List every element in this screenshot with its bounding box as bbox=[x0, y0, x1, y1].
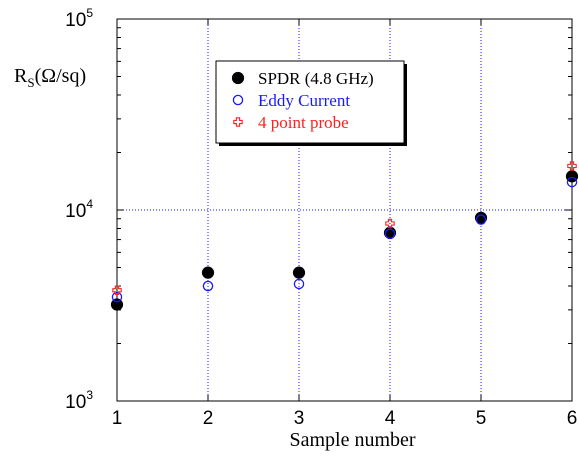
x-tick-label: 4 bbox=[385, 408, 396, 429]
data-points bbox=[110, 161, 579, 311]
data-point bbox=[385, 218, 395, 229]
legend-marker bbox=[233, 117, 243, 127]
y-axis-title: RS(Ω/sq) bbox=[14, 65, 86, 90]
x-tick-label: 6 bbox=[567, 408, 578, 429]
legend-marker bbox=[231, 71, 245, 85]
legend-label: 4 point probe bbox=[258, 113, 349, 132]
x-tick-label: 1 bbox=[112, 408, 123, 429]
legend-marker bbox=[232, 94, 244, 106]
series-2 bbox=[111, 176, 578, 303]
x-tick-label: 5 bbox=[476, 408, 487, 429]
series-1 bbox=[110, 170, 579, 311]
data-point bbox=[111, 291, 123, 303]
data-point bbox=[567, 161, 577, 171]
data-point bbox=[292, 266, 306, 279]
y-tick-label: 103 bbox=[65, 388, 93, 413]
y-tick-labels: 103 104 105 bbox=[65, 6, 93, 413]
data-point bbox=[110, 298, 124, 311]
y-axis-title-main: R bbox=[14, 65, 28, 87]
legend-box bbox=[215, 60, 405, 144]
data-point bbox=[474, 211, 488, 224]
x-axis-title: Sample number bbox=[289, 429, 415, 451]
data-point bbox=[202, 280, 214, 292]
y-axis-title-subscript: S bbox=[27, 75, 34, 90]
legend-label: SPDR (4.8 GHz) bbox=[258, 69, 374, 88]
series-3 bbox=[112, 161, 577, 296]
y-tick-label: 105 bbox=[65, 6, 93, 31]
data-point bbox=[112, 285, 122, 296]
legend: SPDR (4.8 GHz) Eddy Current 4 point probe bbox=[215, 60, 407, 146]
x-tick-label: 3 bbox=[294, 408, 305, 429]
data-point bbox=[384, 228, 396, 240]
x-tick-labels: 1 2 3 4 5 6 bbox=[112, 408, 578, 429]
legend-label: Eddy Current bbox=[258, 91, 350, 110]
data-point bbox=[293, 278, 305, 290]
x-tick-label: 2 bbox=[203, 408, 214, 429]
data-point bbox=[201, 266, 215, 279]
y-tick-label: 104 bbox=[65, 197, 93, 222]
data-point bbox=[565, 170, 579, 183]
data-point bbox=[475, 214, 487, 225]
legend-entries: SPDR (4.8 GHz) Eddy Current 4 point probe bbox=[231, 69, 374, 132]
data-point bbox=[566, 176, 578, 188]
y-axis-title-unit: (Ω/sq) bbox=[35, 65, 87, 87]
